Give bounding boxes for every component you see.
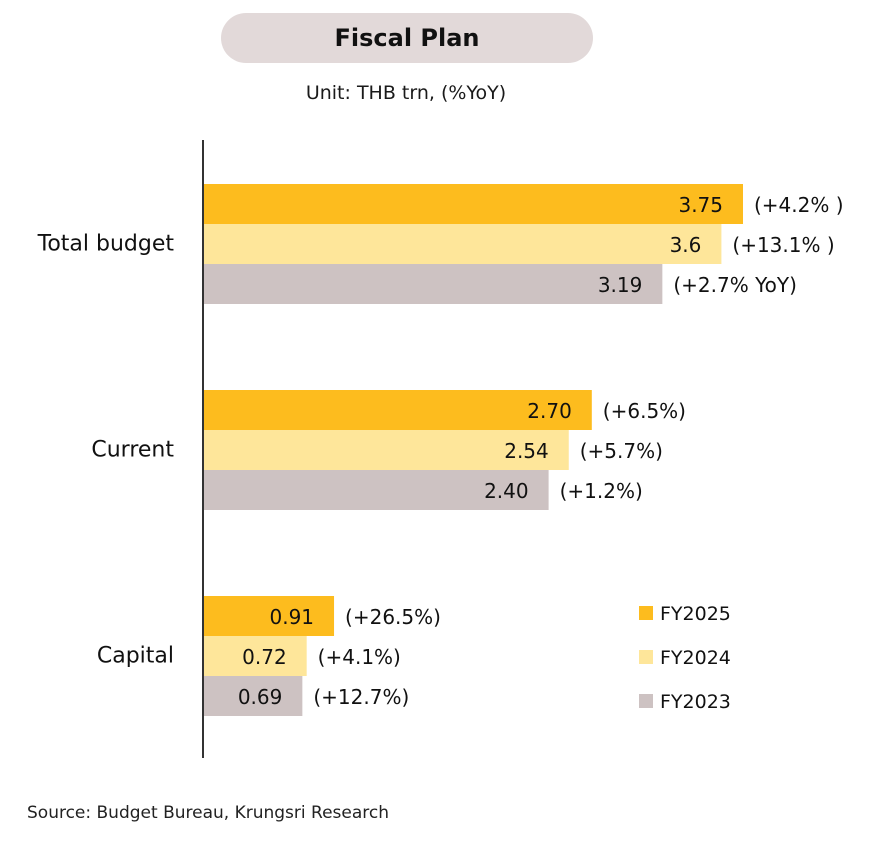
bar bbox=[203, 390, 592, 430]
legend-swatch bbox=[639, 650, 653, 664]
bar-value-label: 0.72 bbox=[242, 645, 287, 669]
legend-label: FY2025 bbox=[660, 603, 731, 625]
yoy-annotation: (+12.7%) bbox=[313, 685, 409, 709]
legend-swatch bbox=[639, 694, 653, 708]
yoy-annotation: (+1.2%) bbox=[560, 479, 643, 503]
yoy-annotation: (+2.7% YoY) bbox=[673, 273, 797, 297]
yoy-annotation: (+26.5%) bbox=[345, 605, 441, 629]
bar bbox=[203, 264, 663, 304]
bar bbox=[203, 676, 303, 716]
yoy-annotation: (+4.2% ) bbox=[754, 193, 844, 217]
bar-value-label: 3.75 bbox=[678, 193, 723, 217]
bar-value-label: 2.70 bbox=[527, 399, 572, 423]
bar bbox=[203, 596, 335, 636]
bar-value-label: 2.40 bbox=[484, 479, 529, 503]
bar bbox=[203, 224, 722, 264]
yoy-annotation: (+4.1%) bbox=[318, 645, 401, 669]
bar bbox=[203, 184, 743, 224]
unit-label: Unit: THB trn, (%YoY) bbox=[305, 82, 507, 104]
bar-value-label: 3.6 bbox=[670, 233, 702, 257]
yoy-annotation: (+5.7%) bbox=[580, 439, 663, 463]
yoy-annotation: (+6.5%) bbox=[603, 399, 686, 423]
category-label: Current bbox=[91, 438, 174, 463]
legend-label: FY2024 bbox=[660, 647, 731, 669]
category-label: Total budget bbox=[37, 232, 175, 257]
bar-value-label: 2.54 bbox=[504, 439, 549, 463]
bar bbox=[203, 470, 549, 510]
bar-value-label: 0.69 bbox=[238, 685, 283, 709]
legend-label: FY2023 bbox=[660, 691, 731, 713]
yoy-annotation: (+13.1% ) bbox=[732, 233, 834, 257]
bar-value-label: 3.19 bbox=[598, 273, 643, 297]
legend-swatch bbox=[639, 606, 653, 620]
bar bbox=[203, 430, 569, 470]
category-label: Capital bbox=[97, 644, 174, 669]
source-note: Source: Budget Bureau, Krungsri Research bbox=[27, 803, 390, 823]
bar bbox=[203, 636, 307, 676]
chart-title: Fiscal Plan bbox=[221, 13, 593, 63]
bar-value-label: 0.91 bbox=[270, 605, 315, 629]
